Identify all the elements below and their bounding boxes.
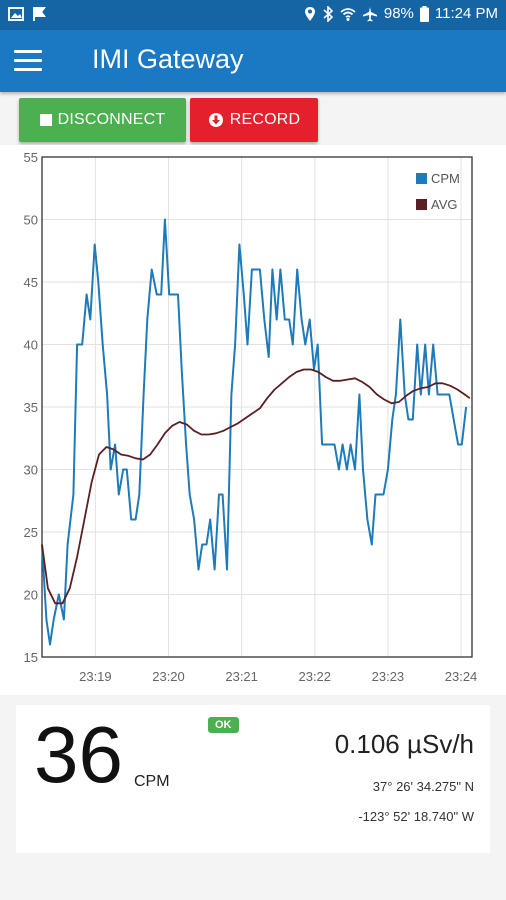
hamburger-menu-icon[interactable]: [14, 50, 42, 72]
app-title: IMI Gateway: [92, 44, 244, 74]
longitude: -123° 52' 18.740" W: [358, 809, 474, 824]
y-tick-label: 25: [24, 525, 38, 540]
y-tick-label: 35: [24, 400, 38, 415]
legend-swatch-avg: [416, 199, 427, 210]
cpm-unit: CPM: [134, 773, 170, 790]
record-button[interactable]: RECORD: [190, 98, 318, 142]
image-icon: [8, 7, 24, 21]
chart-grid: [42, 156, 472, 658]
wifi-icon: [340, 7, 356, 21]
x-tick-label: 23:23: [372, 669, 405, 684]
status-bar-left: [8, 6, 48, 22]
status-bar-right: 98% 11:24 PM: [304, 5, 498, 22]
chart-axes: 15 20 25 30 35 40 45 50 55 23:19 23:20 23:21 23:22 23…: [24, 150, 478, 684]
status-badge: OK: [208, 717, 239, 733]
chart-legend: CPM AVG: [416, 171, 460, 212]
disconnect-button-label: DISCONNECT: [57, 111, 166, 128]
airplane-icon: [362, 6, 377, 21]
x-tick-label: 23:20: [152, 669, 185, 684]
app-bar: IMI Gateway: [0, 30, 506, 92]
readout-panel: 36 CPM OK 0.106 µSv/h 37° 26' 34.275" N …: [16, 705, 490, 853]
cpm-value: 36: [34, 710, 123, 799]
dose-rate: 0.106 µSv/h: [334, 729, 474, 759]
series-line-cpm: [41, 218, 468, 646]
legend-label-cpm: CPM: [431, 171, 460, 186]
stop-icon: [39, 114, 52, 126]
legend-swatch-cpm: [416, 173, 427, 184]
x-tick-label: 23:24: [445, 669, 478, 684]
battery-icon: [419, 5, 429, 22]
latitude: 37° 26' 34.275" N: [372, 779, 474, 794]
x-tick-label: 23:19: [79, 669, 112, 684]
clock: 11:24 PM: [434, 5, 498, 22]
y-tick-label: 15: [24, 650, 38, 665]
download-circle-icon: [208, 113, 223, 127]
y-tick-label: 55: [24, 150, 38, 165]
y-tick-label: 20: [24, 588, 38, 603]
location-icon: [304, 6, 315, 21]
legend-label-avg: AVG: [431, 197, 458, 212]
y-tick-label: 45: [24, 275, 38, 290]
series-line-avg: [41, 368, 471, 605]
chart-series: [41, 218, 471, 646]
flag-icon: [33, 7, 46, 21]
cpm-chart: 15 20 25 30 35 40 45 50 55 23:19 23:20 23:21 23:22 23…: [0, 145, 506, 695]
y-tick-label: 40: [24, 338, 38, 353]
bluetooth-icon: [323, 5, 334, 22]
battery-percentage: 98%: [383, 5, 414, 22]
status-bar: 98% 11:24 PM: [0, 0, 506, 30]
cpm-chart-svg: 15 20 25 30 35 40 45 50 55 23:19 23:20 23:21 23:22 23…: [0, 145, 506, 695]
y-tick-label: 50: [24, 213, 38, 228]
record-button-label: RECORD: [229, 111, 301, 128]
x-tick-label: 23:22: [298, 669, 331, 684]
y-tick-label: 30: [24, 463, 38, 478]
plot-frame: [41, 156, 473, 658]
x-tick-label: 23:21: [225, 669, 258, 684]
disconnect-button[interactable]: DISCONNECT: [19, 98, 186, 142]
